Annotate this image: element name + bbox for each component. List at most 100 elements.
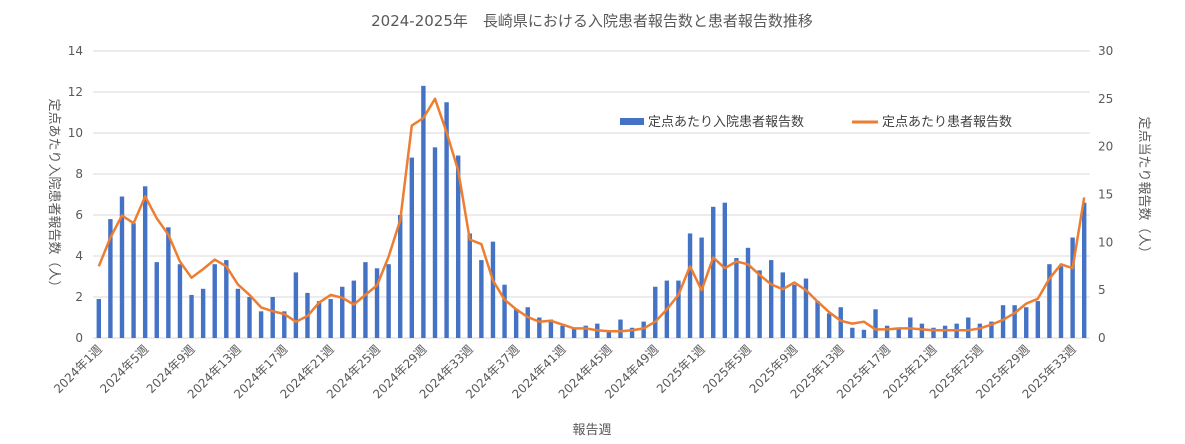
bar [734, 258, 739, 338]
bar [780, 272, 785, 338]
bar [432, 147, 438, 338]
bar [711, 206, 716, 338]
left-axis-title: 定点あたり入院患者報告数（人） [46, 98, 61, 293]
bar [96, 299, 101, 338]
bar [560, 325, 565, 338]
bar [826, 313, 832, 338]
bar [166, 227, 171, 338]
bar [861, 329, 867, 338]
bar [931, 327, 936, 338]
bar [676, 280, 681, 338]
chart-title: 2024-2025年 長崎県における入院患者報告数と患者報告数推移 [371, 12, 813, 30]
line-series [97, 97, 1086, 333]
right-tick-label: 25 [1098, 92, 1113, 106]
right-axis-title: 定点当たり報告数（人） [1136, 116, 1151, 259]
right-tick-label: 20 [1098, 140, 1113, 154]
left-tick-label: 6 [75, 208, 83, 222]
legend-swatch-bar [620, 118, 644, 125]
bar [919, 323, 925, 338]
bar [745, 247, 751, 338]
bar [1047, 264, 1052, 338]
x-axis-ticks: 2024年1週2024年5週2024年9週2024年13週2024年17週202… [51, 342, 1079, 401]
bar [884, 325, 890, 338]
bar [641, 321, 646, 338]
bar [142, 186, 148, 338]
bar [189, 294, 194, 338]
bar [757, 270, 762, 338]
bar [850, 327, 855, 338]
bar [386, 264, 391, 338]
left-tick-label: 0 [75, 331, 83, 345]
bar [282, 311, 287, 338]
bar [258, 311, 264, 338]
right-tick-label: 15 [1098, 188, 1113, 202]
bar [966, 317, 971, 338]
bar [374, 268, 380, 338]
bar [467, 233, 472, 338]
bar [247, 297, 252, 338]
bar [513, 309, 519, 338]
bar [606, 331, 612, 338]
right-tick-label: 10 [1098, 235, 1113, 249]
bar [119, 196, 125, 338]
bar [200, 288, 206, 338]
bar [1035, 301, 1041, 338]
left-axis-ticks: 0 2 4 6 8 10 12 14 [68, 44, 83, 345]
bar [270, 297, 275, 338]
x-tick-label: 2025年5週 [700, 342, 754, 396]
bar [212, 264, 217, 338]
left-tick-label: 12 [68, 85, 83, 99]
bar [1082, 202, 1087, 338]
gridlines [93, 50, 1090, 339]
bar [583, 325, 588, 338]
bar [1000, 305, 1006, 338]
bar [815, 301, 820, 338]
bar [421, 85, 426, 338]
bar [154, 262, 159, 338]
bar [398, 215, 403, 338]
bar [1058, 266, 1064, 338]
bar [896, 327, 901, 338]
bar [838, 307, 843, 338]
left-tick-label: 10 [68, 126, 83, 140]
bar [177, 264, 183, 338]
bar [942, 325, 948, 338]
legend-label-line: 定点あたり患者報告数 [882, 115, 1012, 130]
bar [316, 301, 322, 338]
bar [235, 288, 241, 338]
bar [444, 102, 449, 338]
legend: 定点あたり入院患者報告数 定点あたり患者報告数 [620, 115, 1012, 130]
bar [328, 299, 333, 338]
bar [989, 321, 994, 338]
right-axis-ticks: 0 5 10 15 20 25 30 [1098, 44, 1113, 345]
bar [548, 319, 554, 338]
left-tick-label: 2 [75, 290, 83, 304]
right-tick-label: 30 [1098, 44, 1113, 58]
bar [455, 155, 461, 338]
bar [768, 260, 774, 338]
bar [571, 327, 577, 338]
right-tick-label: 0 [1098, 331, 1106, 345]
right-tick-label: 5 [1098, 283, 1106, 297]
series-line [97, 97, 1086, 333]
bar [1024, 307, 1029, 338]
bar [792, 284, 797, 338]
bar [224, 260, 229, 338]
bar [1070, 237, 1075, 338]
bar [618, 319, 623, 338]
left-tick-label: 4 [75, 249, 83, 263]
left-tick-label: 8 [75, 167, 83, 181]
bar [340, 286, 345, 338]
left-tick-label: 14 [68, 44, 83, 58]
bar [1012, 305, 1017, 338]
bar [293, 272, 299, 338]
bar [409, 157, 415, 338]
x-tick-label: 2024年1週 [51, 342, 105, 396]
bar [108, 219, 113, 338]
x-tick-label: 2024年5週 [97, 342, 151, 396]
bar [363, 262, 368, 338]
x-axis-title: 報告週 [572, 423, 611, 438]
bar [873, 309, 878, 338]
bar [525, 307, 530, 338]
